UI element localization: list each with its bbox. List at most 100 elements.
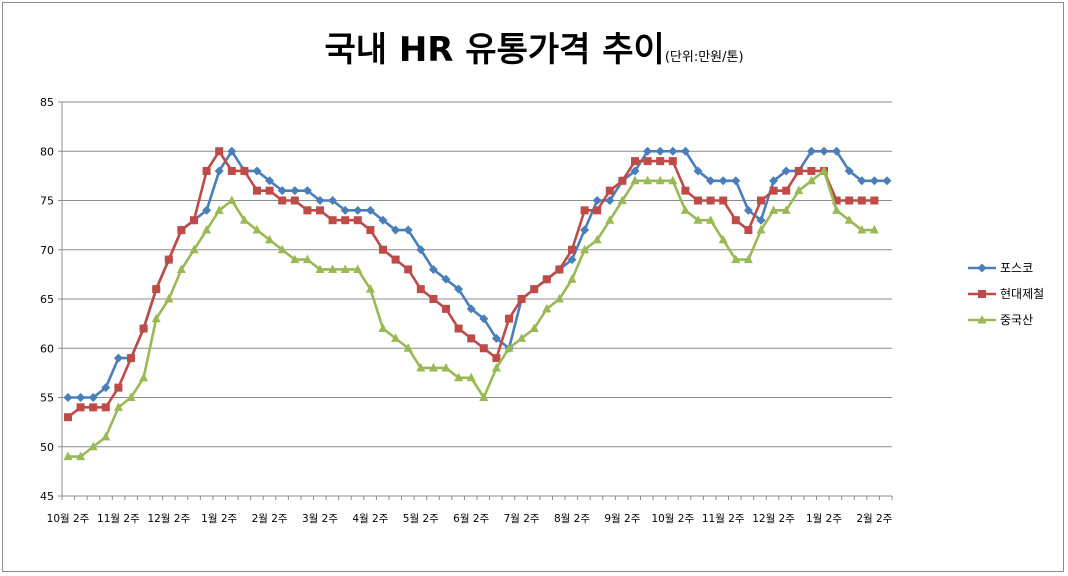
y-tick-label: 70	[40, 244, 54, 257]
data-point	[756, 225, 766, 234]
data-point	[290, 196, 299, 205]
data-point	[454, 324, 463, 333]
data-point	[403, 225, 413, 235]
data-point	[441, 274, 451, 284]
data-point	[505, 314, 513, 323]
data-point	[580, 206, 589, 215]
data-point	[668, 175, 678, 185]
data-point	[176, 264, 186, 273]
data-point	[592, 196, 602, 205]
data-point	[492, 354, 501, 363]
data-point	[681, 186, 690, 195]
data-point	[668, 157, 677, 166]
data-point	[303, 206, 312, 215]
data-point	[605, 215, 615, 224]
data-point	[643, 146, 653, 156]
data-point	[567, 274, 577, 283]
data-point	[517, 333, 527, 342]
x-tick-label: 7월 2주	[504, 513, 540, 525]
x-tick-label: 8월 2주	[554, 513, 590, 525]
data-point	[605, 186, 614, 195]
data-point	[441, 362, 451, 372]
data-point	[139, 324, 148, 333]
data-point	[977, 263, 987, 273]
data-point	[403, 343, 413, 352]
data-point	[316, 206, 324, 215]
legend-item: 현대제철	[968, 287, 1044, 301]
y-tick-label: 80	[40, 145, 54, 158]
data-point	[977, 315, 987, 324]
x-tick-label: 1월 2주	[201, 513, 237, 525]
data-point	[101, 403, 110, 412]
series-현대제철	[64, 147, 879, 422]
data-point	[366, 226, 375, 235]
data-point	[555, 265, 564, 274]
data-point	[139, 372, 149, 382]
data-point	[693, 166, 703, 176]
data-point	[429, 295, 438, 303]
data-point	[127, 354, 135, 363]
data-point	[240, 166, 249, 175]
data-point	[416, 362, 426, 372]
data-point	[554, 294, 564, 303]
x-tick-label: 12월 2주	[147, 513, 190, 525]
x-tick-label: 11월 2주	[97, 513, 140, 525]
data-point	[164, 294, 174, 303]
data-point	[428, 264, 438, 274]
data-point	[101, 431, 111, 441]
data-point	[794, 185, 804, 195]
data-point	[252, 225, 262, 234]
data-point	[668, 146, 678, 156]
data-point	[114, 383, 123, 392]
data-point	[857, 225, 867, 234]
data-point	[605, 196, 615, 205]
data-point	[719, 196, 728, 205]
data-point	[353, 216, 362, 225]
data-point	[265, 186, 274, 195]
data-point	[152, 285, 161, 294]
data-point	[568, 245, 576, 254]
data-point	[769, 205, 779, 214]
data-point	[782, 186, 791, 195]
data-point	[857, 196, 866, 205]
data-point	[655, 146, 665, 156]
data-point	[113, 402, 123, 411]
data-point	[290, 254, 300, 264]
data-point	[151, 313, 161, 323]
data-point	[76, 403, 85, 412]
x-tick-label: 11월 2주	[702, 513, 745, 525]
data-point	[656, 157, 665, 166]
data-point	[542, 303, 552, 313]
data-point	[214, 205, 224, 214]
x-tick-label: 12월 2주	[752, 513, 795, 525]
data-point	[479, 392, 489, 401]
series-group	[63, 146, 892, 461]
data-point	[706, 176, 716, 186]
data-point	[215, 147, 224, 156]
data-point	[290, 186, 300, 196]
data-point	[530, 285, 539, 294]
chart-subtitle: (단위:만원/톤)	[664, 50, 744, 65]
data-point	[416, 285, 425, 294]
data-point	[177, 226, 186, 235]
data-point	[743, 254, 753, 264]
data-point	[680, 146, 690, 156]
data-point	[631, 157, 639, 166]
data-point	[302, 254, 312, 264]
data-point	[466, 372, 476, 382]
chart-title: 국내 HR 유통가격 추이	[324, 30, 665, 70]
data-point	[693, 215, 703, 224]
data-point	[756, 215, 766, 225]
data-point	[593, 206, 602, 215]
data-point	[391, 225, 401, 235]
data-point	[731, 176, 741, 186]
data-point	[794, 166, 803, 175]
data-point	[454, 372, 464, 382]
y-tick-label: 50	[40, 441, 54, 454]
data-point	[265, 234, 275, 244]
data-point	[202, 225, 212, 234]
data-point	[126, 392, 136, 401]
data-point	[315, 264, 325, 273]
series-line	[68, 149, 887, 399]
series-포스코	[63, 146, 892, 402]
